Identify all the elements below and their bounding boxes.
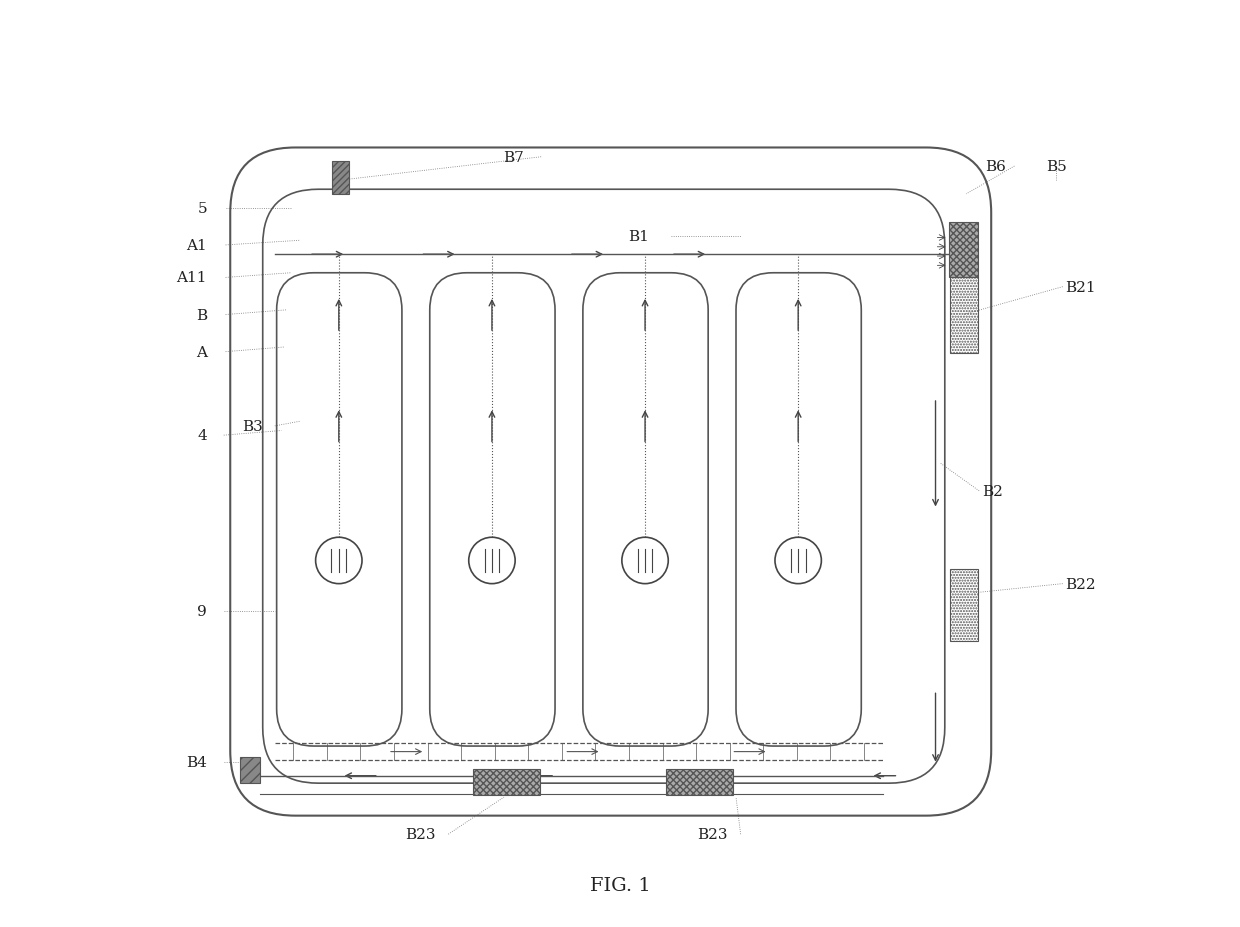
Text: B21: B21 (1065, 280, 1096, 295)
Text: B6: B6 (986, 159, 1007, 174)
Text: A1: A1 (186, 238, 207, 253)
Bar (949, 222, 978, 278)
Text: FIG. 1: FIG. 1 (590, 876, 650, 895)
Text: B22: B22 (1065, 577, 1096, 591)
Text: B4: B4 (186, 755, 207, 769)
Text: B: B (196, 308, 207, 323)
Bar (950, 569, 978, 641)
Text: B23: B23 (698, 827, 728, 842)
Bar (474, 769, 541, 795)
Bar (332, 162, 348, 195)
Text: B1: B1 (629, 229, 649, 244)
Text: B3: B3 (242, 419, 263, 434)
Bar (950, 278, 978, 354)
Bar (666, 769, 733, 795)
Text: 4: 4 (197, 428, 207, 443)
Text: 5: 5 (197, 201, 207, 216)
Text: B2: B2 (982, 484, 1003, 499)
Text: B5: B5 (1045, 159, 1066, 174)
Text: A11: A11 (176, 271, 207, 286)
Text: A: A (196, 345, 207, 360)
Text: B7: B7 (503, 150, 523, 165)
Text: B23: B23 (405, 827, 435, 842)
Bar (239, 757, 260, 783)
Text: 9: 9 (197, 604, 207, 619)
